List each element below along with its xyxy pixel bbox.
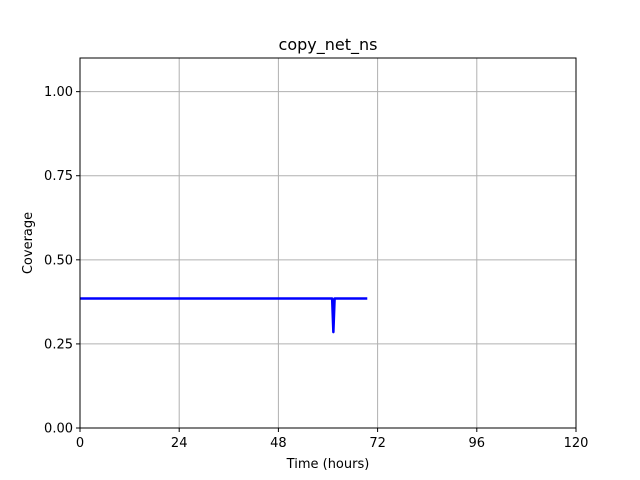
- y-axis-label: Coverage: [21, 212, 36, 274]
- y-tick-label: 0.25: [44, 337, 73, 352]
- x-tick-label: 72: [369, 436, 386, 451]
- y-tick-label: 0.75: [44, 169, 73, 184]
- y-axis-ticks: 0.00 0.25 0.50 0.75 1.00: [44, 85, 80, 437]
- x-axis-label: Time (hours): [286, 457, 370, 472]
- y-tick-label: 0.00: [44, 422, 73, 437]
- y-tick-label: 0.50: [44, 253, 73, 268]
- coverage-series-line: [80, 297, 368, 334]
- plot-frame: [79, 57, 577, 429]
- x-tick-label: 96: [469, 436, 486, 451]
- x-tick-label: 0: [76, 436, 84, 451]
- x-tick-label: 48: [270, 436, 287, 451]
- chart-title: copy_net_ns: [279, 35, 378, 55]
- x-tick-label: 24: [171, 436, 188, 451]
- x-axis-ticks: 0 24 48 72 96 120: [76, 428, 589, 451]
- series-group: [80, 297, 368, 334]
- y-tick-label: 1.00: [44, 85, 73, 100]
- x-tick-label: 120: [564, 436, 589, 451]
